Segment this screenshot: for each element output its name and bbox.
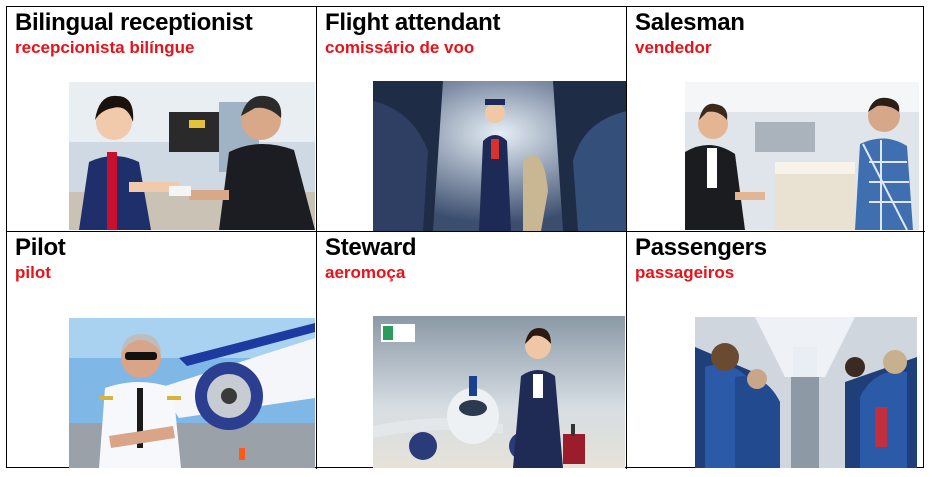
card-bilingual-receptionist: Bilingual receptionist recepcionista bil… [7,7,317,232]
card-subtitle: pilot [15,263,51,282]
receptionist-photo [69,82,315,230]
card-subtitle: aeromoça [325,263,406,282]
card-pilot: Pilot pilot [7,232,317,469]
card-subtitle: vendedor [635,38,712,57]
pilot-photo [69,318,315,468]
salesman-photo [685,82,919,230]
card-title: Passengers [635,234,767,261]
card-title: Flight attendant [325,9,501,36]
card-title: Pilot [15,234,66,261]
card-title: Salesman [635,9,745,36]
card-title: Bilingual receptionist [15,9,253,36]
vocabulary-grid: Bilingual receptionist recepcionista bil… [6,6,925,469]
passengers-photo [695,317,917,468]
flight-attendant-photo [373,81,626,231]
steward-photo [373,316,625,468]
card-subtitle: comissário de voo [325,38,475,57]
card-salesman: Salesman vendedor [627,7,925,232]
card-title: Steward [325,234,417,261]
card-subtitle: recepcionista bilíngue [15,38,195,57]
card-passengers: Passengers passageiros [627,232,925,469]
card-subtitle: passageiros [635,263,735,282]
card-flight-attendant: Flight attendant comissário de voo [317,7,627,232]
card-steward: Steward aeromoça [317,232,627,469]
